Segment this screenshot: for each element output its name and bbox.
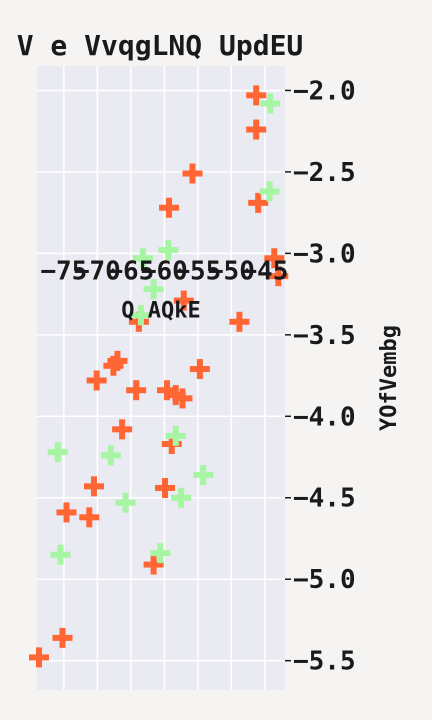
x-tick-label: −65 xyxy=(107,256,154,286)
y-tick-label: −4.5 xyxy=(293,484,356,514)
data-point xyxy=(150,543,171,564)
data-point xyxy=(47,442,68,463)
data-point xyxy=(189,359,210,380)
data-point xyxy=(143,554,164,575)
data-point xyxy=(143,279,164,300)
chart-title: V e VvqgLNQ UpdEU xyxy=(17,29,304,62)
data-point xyxy=(132,248,153,269)
data-point xyxy=(50,544,71,565)
x-tick-label: −60 xyxy=(141,256,188,286)
x-tick-label: −50 xyxy=(208,256,255,286)
plot-area xyxy=(37,66,285,690)
data-point xyxy=(103,355,124,376)
x-tick-label: −75 xyxy=(40,256,87,286)
data-point xyxy=(229,311,250,332)
y-tick-label: −5.5 xyxy=(293,647,356,677)
data-point xyxy=(161,433,182,454)
x-tick-label: −70 xyxy=(74,256,121,286)
data-point xyxy=(173,290,194,311)
data-point xyxy=(56,502,77,523)
data-point xyxy=(155,477,176,498)
data-point xyxy=(165,425,186,446)
y-tick-label: −5.0 xyxy=(293,565,356,595)
data-point xyxy=(268,266,289,287)
data-point xyxy=(165,385,186,406)
y-tick-label: −3.5 xyxy=(293,321,356,351)
data-point xyxy=(79,507,100,528)
data-point xyxy=(52,627,73,648)
data-point xyxy=(130,305,151,326)
data-point xyxy=(264,248,285,269)
data-point xyxy=(260,93,281,114)
data-point xyxy=(86,370,107,391)
y-tick-label: −2.5 xyxy=(293,158,356,188)
data-point xyxy=(29,647,50,668)
data-point xyxy=(158,240,179,261)
data-point xyxy=(112,419,133,440)
data-point xyxy=(126,380,147,401)
x-tick-label: −45 xyxy=(241,256,288,286)
data-point xyxy=(246,119,267,140)
data-point xyxy=(157,380,178,401)
data-point xyxy=(172,388,193,409)
x-tick-label: −55 xyxy=(174,256,221,286)
y-axis-label: YOfVembg xyxy=(377,325,402,431)
data-point xyxy=(83,476,104,497)
data-point xyxy=(193,464,214,485)
data-point xyxy=(159,197,180,218)
y-tick-label: −2.0 xyxy=(293,76,356,106)
x-axis-label: Q AQkE xyxy=(121,298,200,323)
y-tick-label: −4.0 xyxy=(293,402,356,432)
data-point xyxy=(248,192,269,213)
data-point xyxy=(171,487,192,508)
data-point xyxy=(246,85,267,106)
data-point xyxy=(100,445,121,466)
data-point xyxy=(182,163,203,184)
data-points xyxy=(29,85,289,668)
data-point xyxy=(259,181,280,202)
data-point xyxy=(115,492,136,513)
y-tick-label: −3.0 xyxy=(293,239,356,269)
y-axis: −2.0 −2.5 −3.0 −3.5 −4.0 −4.5 −5.0 −5.5 xyxy=(285,76,356,677)
data-point xyxy=(107,350,128,371)
x-axis: −75−70−65−60−55−50−45 xyxy=(40,256,288,286)
